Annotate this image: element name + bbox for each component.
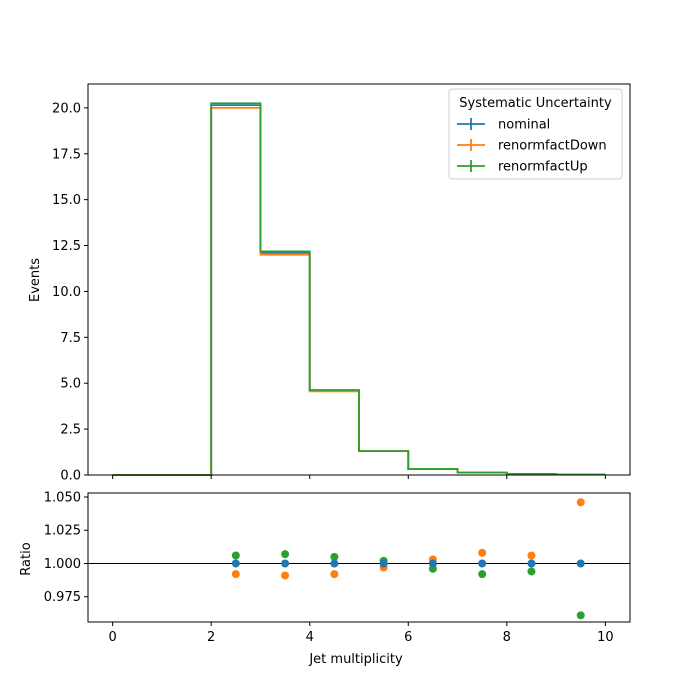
main-y-ticks: 0.0 2.5 5.0 7.5 10.0 12.5 15.0 17.5 20.0 xyxy=(52,101,88,484)
ratio-y-ticks: 0.975 1.000 1.025 1.050 xyxy=(44,490,88,605)
ratio-x-ticks: 0 2 4 6 8 10 xyxy=(108,622,614,645)
main-panel: 0.02.55.07.510.012.515.017.520.0 Events … xyxy=(28,83,631,484)
x-tick-label: 2 xyxy=(207,630,215,645)
x-tick-label: 10 xyxy=(597,630,614,645)
main-y-tick-label: 10.0 xyxy=(52,285,81,300)
main-y-tick-label: 12.5 xyxy=(52,239,81,254)
ratio-point-nominal xyxy=(231,559,240,568)
ratio-point-renormfactDown xyxy=(478,548,487,557)
main-y-tick-label: 7.5 xyxy=(60,331,81,346)
main-y-tick-label: 5.0 xyxy=(60,377,81,392)
legend-entry-renormfactDown: renormfactDown xyxy=(457,139,607,154)
ratio-point-nominal xyxy=(281,559,290,568)
ratio-plot-area xyxy=(88,498,630,620)
ratio-point-nominal xyxy=(428,559,437,568)
ratio-point-renormfactUp xyxy=(281,550,290,559)
ratio-point-renormfactUp xyxy=(330,552,339,561)
ratio-point-nominal xyxy=(576,559,585,568)
main-y-tick-label: 2.5 xyxy=(60,423,81,438)
main-axes-frame xyxy=(87,83,631,476)
main-y-tick-label: 20.0 xyxy=(52,101,81,116)
ratio-point-renormfactDown xyxy=(576,498,585,507)
legend-entry-renormfactUp: renormfactUp xyxy=(457,160,588,175)
ratio-y-tick-label: 1.025 xyxy=(44,524,81,539)
ratio-point-renormfactUp xyxy=(527,567,536,576)
ratio-point-renormfactUp xyxy=(576,611,585,620)
x-axis-label: Jet multiplicity xyxy=(308,652,403,667)
ratio-y-axis-label: Ratio xyxy=(19,542,34,575)
legend-label: renormfactDown xyxy=(498,139,607,154)
legend: Systematic Uncertainty nominal renormfact… xyxy=(448,88,623,180)
legend-label: nominal xyxy=(498,118,550,133)
main-y-tick-label: 15.0 xyxy=(52,193,81,208)
main-y-tick-label: 0.0 xyxy=(60,469,81,484)
ratio-point-renormfactDown xyxy=(281,571,290,580)
legend-title: Systematic Uncertainty xyxy=(459,96,612,111)
ratio-y-tick-label: 0.975 xyxy=(44,590,81,605)
ratio-point-renormfactUp xyxy=(231,551,240,560)
ratio-axes-frame xyxy=(87,492,631,623)
ratio-point-nominal xyxy=(330,559,339,568)
ratio-panel: 0.975 1.000 1.025 1.050 0 2 4 6 8 10 Ratio Jet m… xyxy=(19,490,631,667)
ratio-point-renormfactUp xyxy=(478,570,487,579)
ratio-point-renormfactDown xyxy=(231,570,240,579)
x-tick-label: 4 xyxy=(306,630,314,645)
main-x-ticks xyxy=(112,475,606,479)
legend-entries: nominal renormfactDown renormfactUp xyxy=(457,118,607,175)
x-tick-label: 6 xyxy=(404,630,412,645)
ratio-point-nominal xyxy=(527,559,536,568)
ratio-point-nominal xyxy=(379,559,388,568)
x-tick-label: 8 xyxy=(503,630,511,645)
main-plot-area xyxy=(112,102,606,476)
ratio-y-tick-label: 1.000 xyxy=(44,557,81,572)
main-y-axis-label: Events xyxy=(28,258,43,302)
x-tick-label: 0 xyxy=(108,630,116,645)
legend-box xyxy=(448,88,623,180)
ratio-point-nominal xyxy=(478,559,487,568)
legend-entry-nominal: nominal xyxy=(457,118,550,133)
ratio-point-renormfactDown xyxy=(527,551,536,560)
ratio-y-tick-label: 1.050 xyxy=(44,490,81,505)
ratio-point-renormfactDown xyxy=(330,570,339,579)
legend-label: renormfactUp xyxy=(498,160,588,175)
series-renormfactUp xyxy=(112,102,606,476)
main-y-tick-label: 17.5 xyxy=(52,147,81,162)
